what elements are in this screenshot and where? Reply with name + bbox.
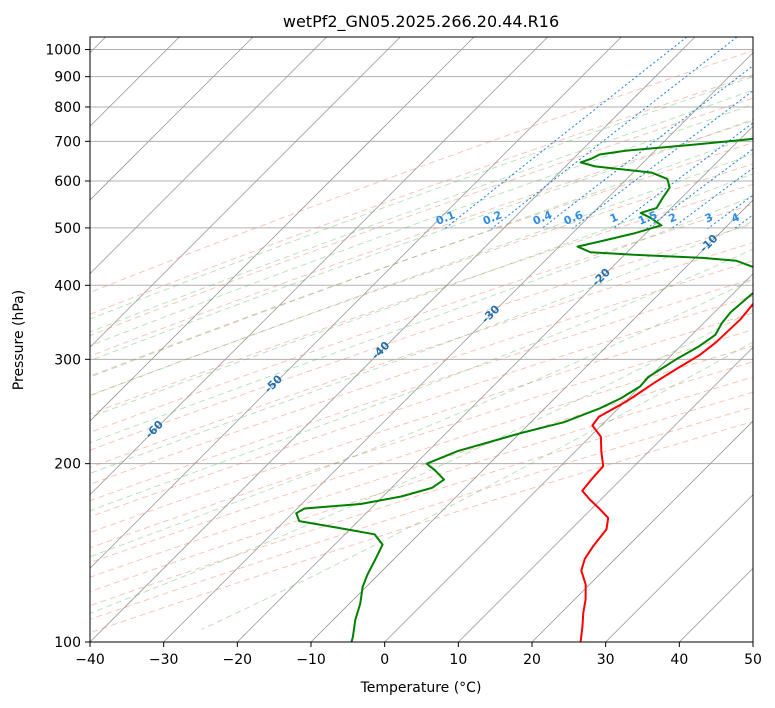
isotherm-line [237,125,753,642]
background-lines [90,37,753,642]
dewpoint-line [295,137,753,642]
dry-adiabat [90,163,753,396]
dry-adiabat [90,97,753,336]
y-tick-label: 800 [54,100,81,116]
x-tick-label: 10 [449,652,467,668]
x-tick-label: −30 [149,652,179,668]
x-tick-label: 30 [597,652,615,668]
y-tick-label: 300 [54,352,81,368]
y-tick-label: 200 [54,457,81,473]
y-tick-label: 400 [54,278,81,294]
isotherm-line [384,273,753,642]
moist-adiabat [90,103,753,347]
moist-adiabat [90,118,753,362]
y-tick-label: 700 [54,134,81,150]
plot-frame [89,36,754,643]
isotherm-line [163,52,753,642]
mixing-ratio-label: 2 [667,211,679,226]
x-tick-label: −10 [296,652,326,668]
x-tick-label: 50 [744,652,762,668]
y-axis-label: Pressure (hPa) [11,290,27,390]
x-tick-label: −40 [75,652,105,668]
moist-adiabat [90,89,753,333]
isotherm-line [90,37,696,642]
dry-adiabat [90,345,753,564]
mixing-ratio-line [444,37,688,229]
moist-adiabat [90,173,753,418]
y-tick-label: 900 [54,70,81,86]
isotherm-line [90,37,327,275]
dry-adiabat [90,120,753,357]
x-tick-label: −20 [223,652,253,668]
mixing-ratio-line [572,90,753,229]
profile-lines [295,137,753,642]
y-tick-label: 600 [54,174,81,190]
isotherm-line [310,199,753,642]
moist-adiabat [90,76,753,320]
dry-adiabat [90,142,753,377]
y-tick-label: 500 [54,221,81,237]
isotherm-line [90,37,622,569]
isotherm-line [605,494,753,642]
mixing-ratio-label: 1 [608,211,620,226]
mixing-ratio-line [707,194,753,230]
isotherm-line [90,37,254,201]
moist-adiabat [90,153,753,397]
moist-adiabat [90,220,753,474]
x-tick-label: 0 [380,652,389,668]
dry-adiabat [90,50,753,293]
chart-title: wetPf2_GN05.2025.266.20.44.R16 [283,12,559,32]
moist-adiabat [90,195,753,444]
y-tick-label: 1000 [45,43,81,59]
x-axis-label: Temperature (°C) [360,680,482,696]
isotherm-line [90,37,475,422]
axes: −40 −30 −20 −10 0 10 20 30 40 50 100 200 300 400 500 60… [45,43,762,668]
x-tick-label: 40 [670,652,688,668]
mixing-ratio-line [612,122,753,229]
isotherm-line [90,37,548,496]
temperature-line [579,302,753,642]
y-tick-label: 100 [54,635,81,651]
dry-adiabat [90,183,753,415]
isotherm-line [531,420,753,642]
dry-adiabat [90,361,753,578]
moist-adiabat [90,278,753,558]
mixing-ratio-label: 3 [703,211,715,226]
isotherm-line [90,37,401,348]
moist-adiabat [90,135,753,378]
x-tick-label: 20 [523,652,541,668]
mixing-ratio-line [541,65,753,229]
isotherm-line [458,346,753,642]
dry-adiabat [90,329,753,549]
